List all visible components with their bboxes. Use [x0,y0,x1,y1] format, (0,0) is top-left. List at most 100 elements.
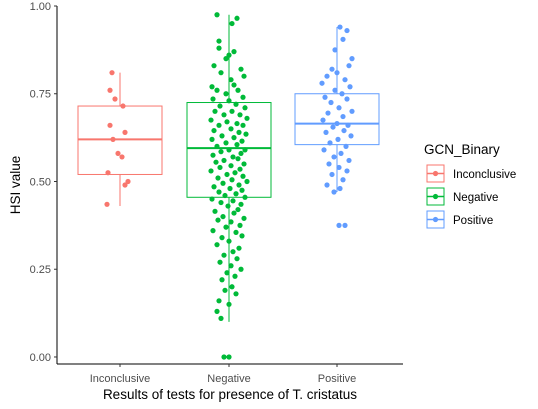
point-negative [227,185,233,192]
point-negative [236,182,242,188]
point-negative [239,138,245,144]
point-negative [232,170,238,176]
point-negative [240,173,246,179]
point-negative [228,263,234,269]
point-negative [231,82,237,88]
point-negative [226,301,232,307]
point-inconclusive [125,178,131,185]
point-negative [234,256,240,262]
legend-item-positive: Positive [426,210,493,229]
point-positive [342,222,348,228]
point-negative [221,112,227,118]
point-positive [320,117,326,123]
point-negative [217,103,223,109]
point-positive [337,24,343,30]
point-negative [233,191,239,197]
point-positive [343,143,349,149]
x-axis-title: Results of tests for presence of T. cris… [103,387,357,402]
point-negative [209,84,215,90]
point-negative [217,259,223,265]
point-negative [218,149,224,155]
point-positive [342,77,348,83]
point-inconclusive [119,154,125,160]
point-negative [216,38,222,44]
point-negative [237,222,243,228]
point-negative [236,245,242,251]
point-negative [230,249,236,255]
point-negative [211,63,217,69]
point-negative [224,119,230,125]
point-negative [223,224,229,230]
point-positive [340,36,346,42]
x-tick-label-positive: Positive [318,373,357,385]
point-negative [223,140,229,146]
legend-key-point [432,193,439,200]
point-negative [241,215,247,221]
point-negative [240,122,246,128]
legend: GCN_Binary Inconclusive Negative Positive [424,142,516,229]
point-positive [336,105,342,111]
point-negative [238,66,244,72]
point-positive [349,108,355,114]
point-negative [233,291,239,297]
point-negative [239,187,245,193]
point-negative [211,184,217,190]
point-negative [214,308,220,314]
box-inconclusive [77,72,163,207]
point-negative [218,315,224,321]
point-negative [212,208,218,214]
point-positive [349,56,355,62]
point-negative [240,94,246,100]
point-positive [331,189,337,195]
point-positive [324,182,330,188]
point-negative [219,235,225,241]
point-negative [228,219,234,225]
point-negative [218,70,224,76]
point-negative [215,217,221,223]
y-ticks: 0.00 0.25 0.50 0.75 1.00 [30,1,57,364]
point-negative [235,156,241,162]
point-inconclusive [115,150,121,157]
point-negative [212,108,218,114]
point-negative [208,117,214,123]
point-positive [321,147,327,153]
point-negative [226,98,232,104]
point-negative [228,126,234,132]
point-positive [340,177,346,183]
x-tick-label-negative: Negative [207,373,250,385]
point-negative [210,228,216,234]
point-inconclusive [107,122,113,128]
y-tick-label: 0.75 [30,89,51,101]
point-inconclusive [112,96,118,102]
point-positive [322,94,328,100]
point-positive [341,127,347,134]
point-inconclusive [104,201,110,207]
point-inconclusive [110,136,116,142]
point-negative [216,189,222,195]
point-positive [330,124,336,130]
point-negative [241,73,247,79]
y-axis-title: HSI value [8,156,23,215]
point-positive [324,73,330,79]
point-positive [323,129,329,135]
point-inconclusive [120,103,126,109]
point-negative [217,164,223,171]
point-negative [233,101,239,107]
point-negative [230,198,236,204]
point-negative [224,171,230,178]
point-positive [325,110,331,116]
point-negative [225,203,231,209]
point-positive [329,171,335,178]
y-tick-label: 0.50 [30,176,51,188]
point-positive [334,120,340,127]
point-inconclusive [122,182,128,188]
point-negative [238,150,244,157]
point-negative [216,122,222,128]
point-negative [219,133,225,139]
legend-title: GCN_Binary [424,142,500,157]
point-negative [231,135,237,141]
point-negative [216,298,222,304]
point-positive [344,27,350,34]
point-negative [234,120,240,127]
